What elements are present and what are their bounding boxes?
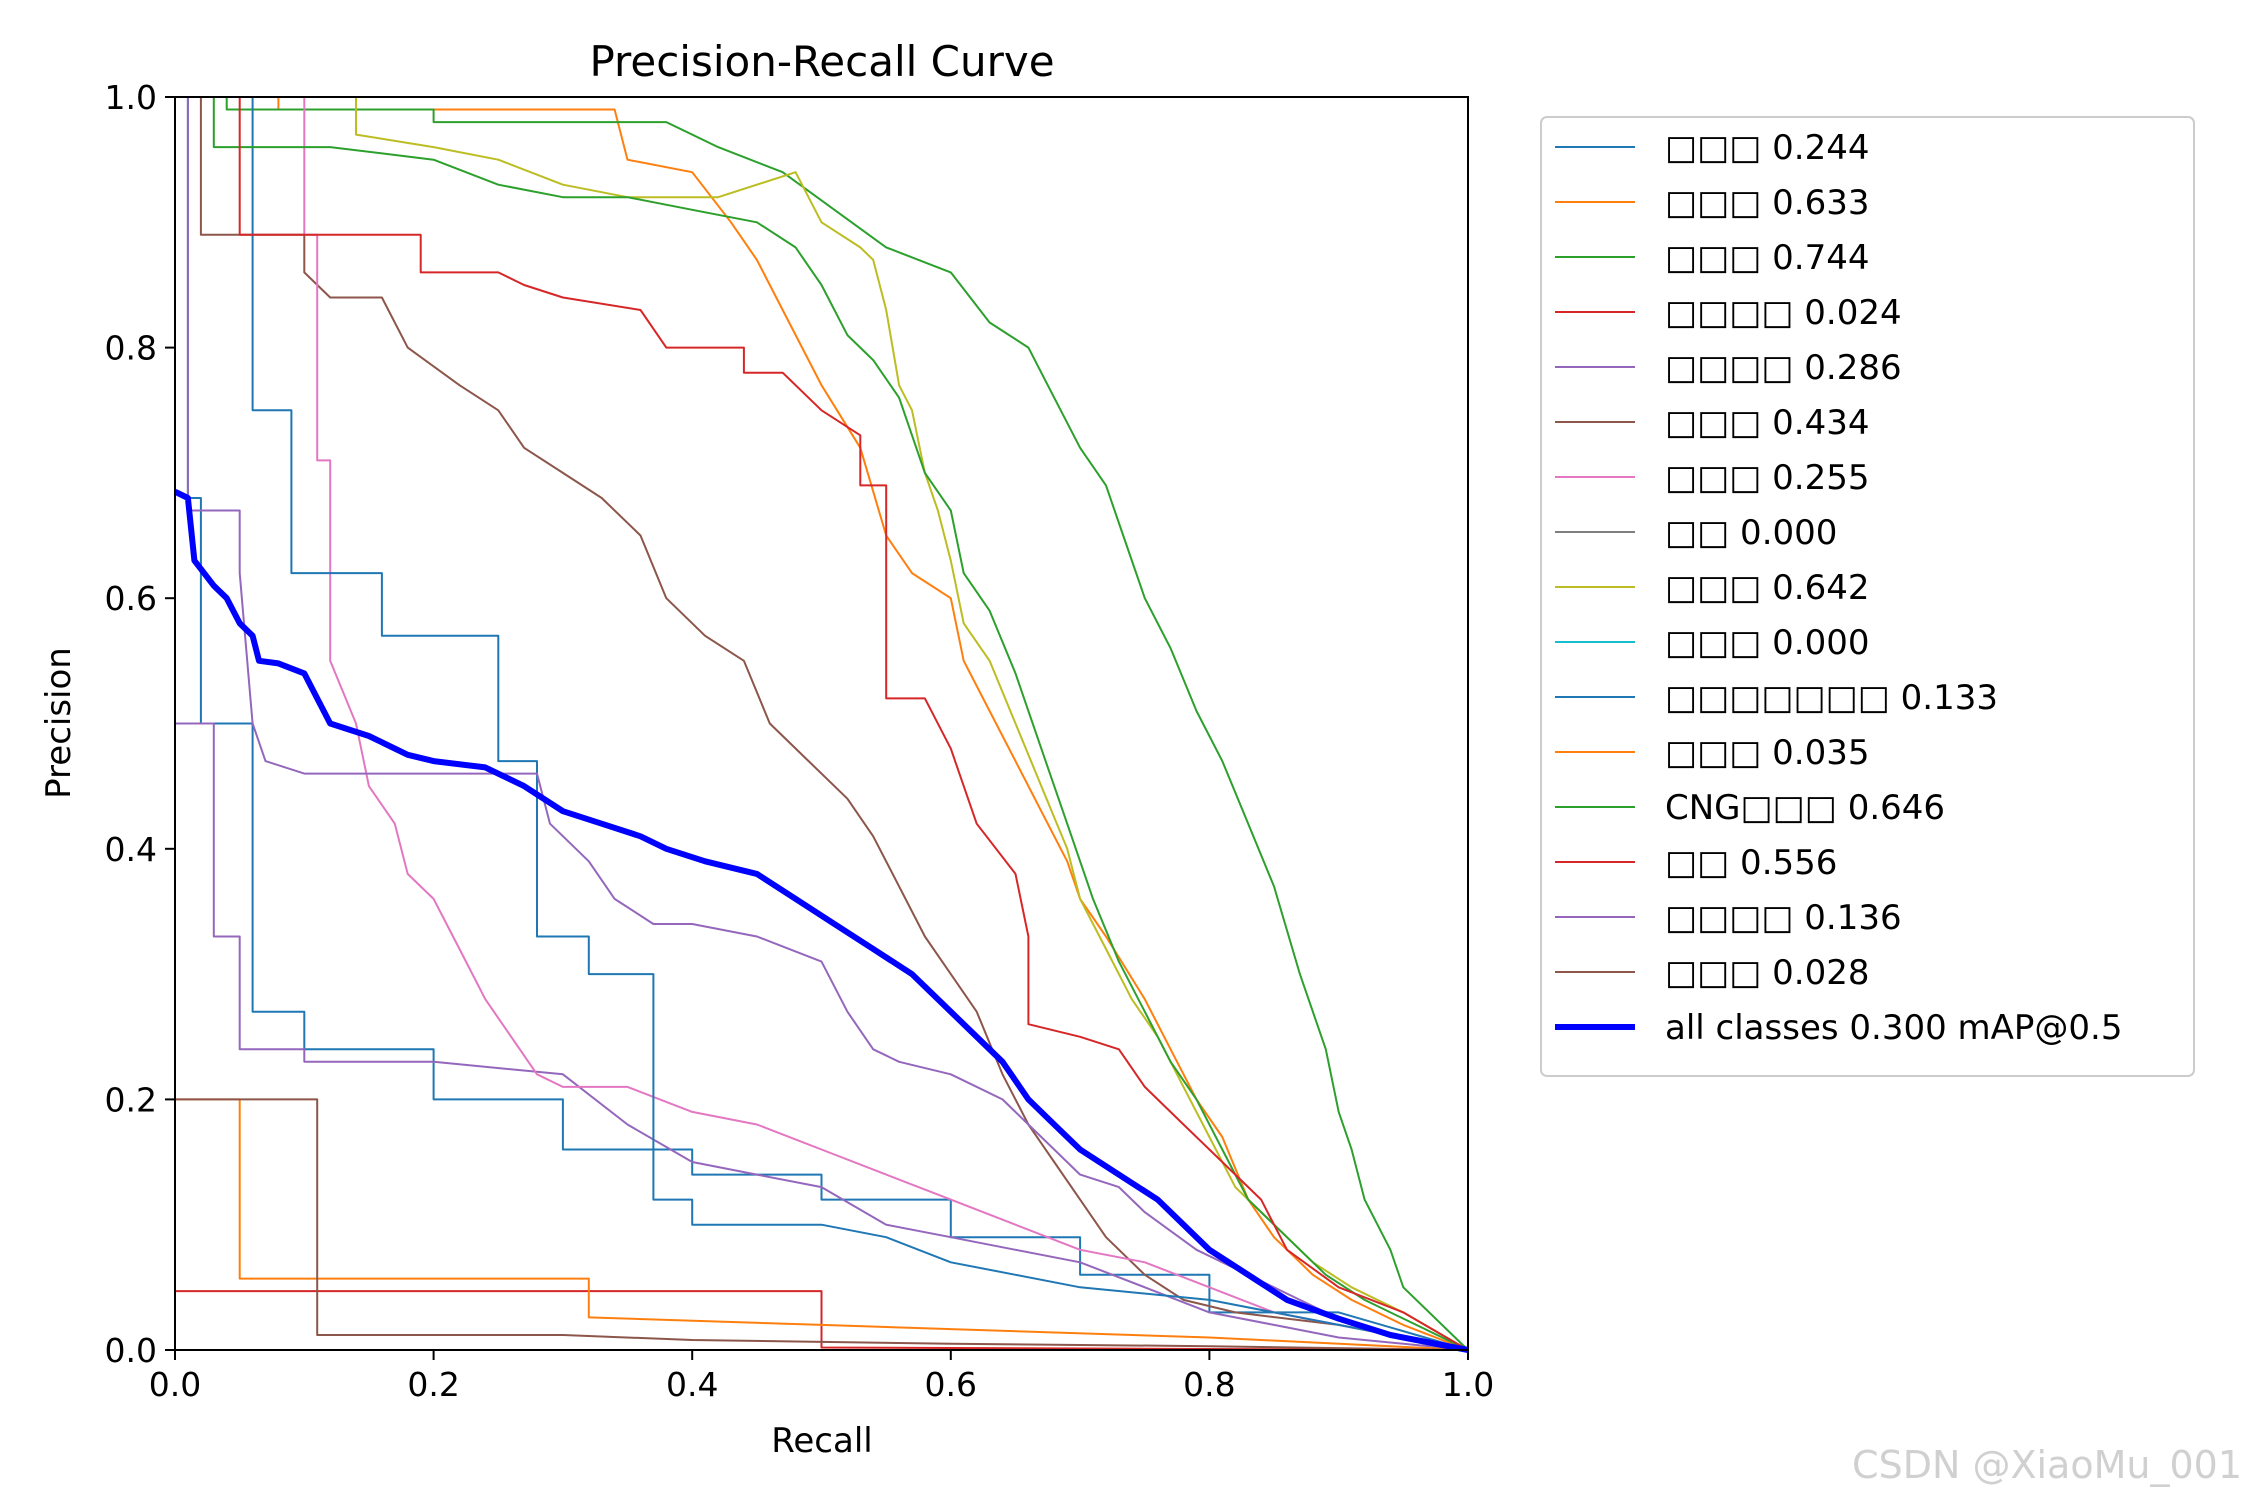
legend-label-2: □□□ 0.744	[1665, 238, 1870, 278]
y-tick-label: 0.2	[105, 1080, 157, 1119]
legend-label-0: □□□ 0.244	[1665, 128, 1870, 168]
y-axis: 0.0 0.2 0.4 0.6 0.8 1.0	[105, 78, 175, 1370]
x-tick-label: 0.0	[149, 1365, 201, 1404]
legend-label-7: □□ 0.000	[1665, 513, 1837, 553]
legend-label-8: □□□ 0.642	[1665, 568, 1870, 608]
legend-box	[1540, 116, 2195, 1077]
legend-label-12: CNG□□□ 0.646	[1665, 788, 1945, 828]
legend-label-14: □□□□ 0.136	[1665, 898, 1902, 938]
legend-label-11: □□□ 0.035	[1665, 733, 1870, 773]
x-tick-label: 0.6	[925, 1365, 977, 1404]
series-line-13	[175, 96, 1469, 1351]
series-line-14	[175, 96, 1469, 1351]
legend-label-1: □□□ 0.633	[1665, 183, 1870, 223]
series-line-5	[175, 96, 1469, 1351]
legend: □□□ 0.244 □□□ 0.633 □□□ 0.744 □□□□ 0.024 □□□…	[1540, 116, 2195, 1077]
y-tick-label: 0.0	[105, 1331, 157, 1370]
legend-label-6: □□□ 0.255	[1665, 458, 1870, 498]
legend-label-3: □□□□ 0.024	[1665, 293, 1902, 333]
series-line-2	[175, 96, 1469, 1351]
series-line-10	[175, 96, 1469, 1351]
series-line-16	[173, 489, 1469, 1353]
watermark: CSDN @XiaoMu_001	[1852, 1443, 2242, 1487]
series-line-8	[175, 96, 1469, 1351]
chart-title: Precision-Recall Curve	[589, 37, 1054, 86]
legend-label-10: □□□□□□□ 0.133	[1665, 678, 1998, 718]
x-tick-label: 1.0	[1442, 1365, 1494, 1404]
x-tick-label: 0.2	[407, 1365, 459, 1404]
plot-frame	[174, 96, 1469, 1351]
series-line-3	[175, 1290, 1469, 1351]
legend-label-16: all classes 0.300 mAP@0.5	[1665, 1008, 2122, 1048]
legend-label-5: □□□ 0.434	[1665, 403, 1870, 443]
y-tick-label: 0.6	[105, 579, 157, 618]
y-tick-label: 1.0	[105, 78, 157, 117]
y-tick-label: 0.4	[105, 830, 157, 869]
series-line-11	[175, 1098, 1469, 1351]
series-line-15	[175, 1098, 1469, 1351]
legend-label-9: □□□ 0.000	[1665, 623, 1870, 663]
legend-label-15: □□□ 0.028	[1665, 953, 1870, 993]
series-line-6	[175, 96, 1469, 1351]
y-tick-label: 0.8	[105, 329, 157, 368]
x-axis: 0.0 0.2 0.4 0.6 0.8 1.0	[149, 1350, 1494, 1404]
legend-label-13: □□ 0.556	[1665, 843, 1837, 883]
x-axis-label: Recall	[771, 1421, 872, 1461]
series-line-4	[175, 722, 1469, 1351]
legend-label-4: □□□□ 0.286	[1665, 348, 1902, 388]
y-axis-label: Precision	[39, 647, 79, 799]
x-tick-label: 0.8	[1183, 1365, 1235, 1404]
x-tick-label: 0.4	[666, 1365, 718, 1404]
